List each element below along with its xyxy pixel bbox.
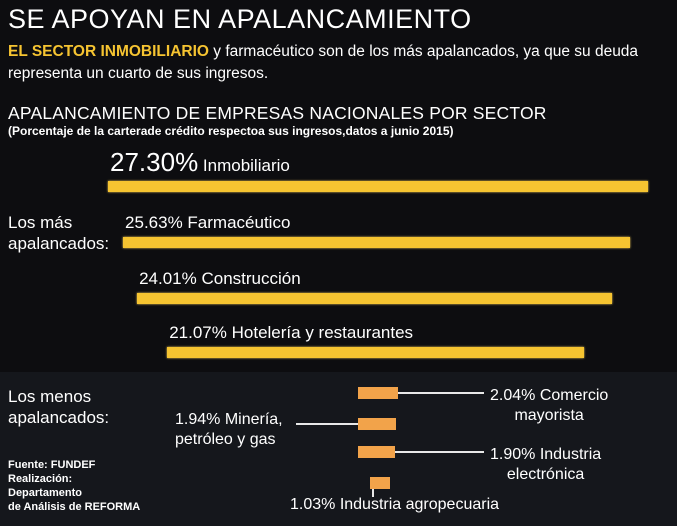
bar-label: 21.07% Hotelería y restaurantes (169, 323, 413, 343)
source-credit: Fuente: FUNDEF Realización: Departamento… (8, 459, 141, 513)
small-bar-label: 1.90% Industria electrónica (490, 446, 602, 483)
small-bar-label: 1.94% Minería, petróleo y gas (175, 411, 283, 448)
bar-label: 27.30% Inmobiliario (110, 147, 290, 178)
bar-category: Construcción (196, 269, 301, 288)
leader-line (372, 489, 374, 497)
bar-category: Farmacéutico (182, 213, 291, 232)
small-bar-1 (358, 387, 398, 399)
small-bar-label: 2.04% Comercio mayorista (490, 387, 609, 424)
small-bar-3 (358, 446, 396, 458)
subheadline-highlight: EL SECTOR INMOBILIARIO (8, 43, 209, 60)
bar-label: 25.63% Farmacéutico (125, 213, 290, 233)
bar-value: 27.30% (110, 147, 199, 177)
bar-farmac-utico (123, 237, 630, 248)
most-leveraged-label: Los más apalancados: (8, 213, 110, 253)
bar-category: Hotelería y restaurantes (226, 323, 414, 342)
leader-line (398, 392, 484, 394)
bar-label: 24.01% Construcción (139, 269, 301, 289)
small-bar-label: 1.03% Industria agropecuaria (290, 496, 500, 513)
least-leveraged-label: Los menos apalancados: (8, 387, 110, 427)
chart-title: APALANCAMIENTO DE EMPRESAS NACIONALES PO… (8, 103, 547, 123)
subheadline-text: y farmacéutico son de los más apalancado… (8, 43, 639, 82)
bar-inmobiliario (108, 181, 648, 192)
bar-value: 24.01% (139, 269, 197, 288)
bar-construcci-n (137, 293, 612, 304)
small-bar-4 (370, 477, 391, 489)
bar-category: Inmobiliario (198, 156, 290, 175)
leader-line (395, 451, 484, 453)
bar-value: 25.63% (125, 213, 183, 232)
chart-subtitle: (Porcentaje de la carterade crédito resp… (8, 124, 454, 138)
leader-line (296, 423, 358, 425)
headline: SE APOYAN EN APALANCAMIENTO (8, 4, 472, 34)
bar-value: 21.07% (169, 323, 227, 342)
bar-hoteler-a-y-restaurantes (167, 347, 584, 358)
bottom-panel (0, 372, 677, 526)
subheadline: EL SECTOR INMOBILIARIO y farmacéutico so… (8, 41, 668, 85)
small-bar-2 (358, 418, 397, 430)
